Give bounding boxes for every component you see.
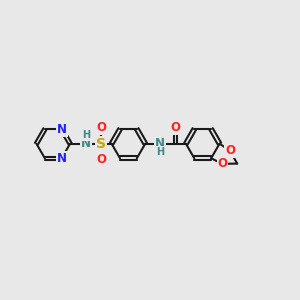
Text: H: H	[82, 130, 90, 140]
Text: O: O	[225, 144, 235, 157]
Text: N: N	[57, 123, 67, 136]
Text: N: N	[57, 152, 67, 165]
Text: O: O	[218, 157, 227, 170]
Text: S: S	[96, 137, 106, 151]
Text: H: H	[156, 147, 164, 157]
Text: O: O	[96, 121, 106, 134]
Text: N: N	[155, 137, 165, 150]
Text: O: O	[170, 121, 180, 134]
Text: O: O	[96, 153, 106, 166]
Text: N: N	[81, 137, 91, 150]
